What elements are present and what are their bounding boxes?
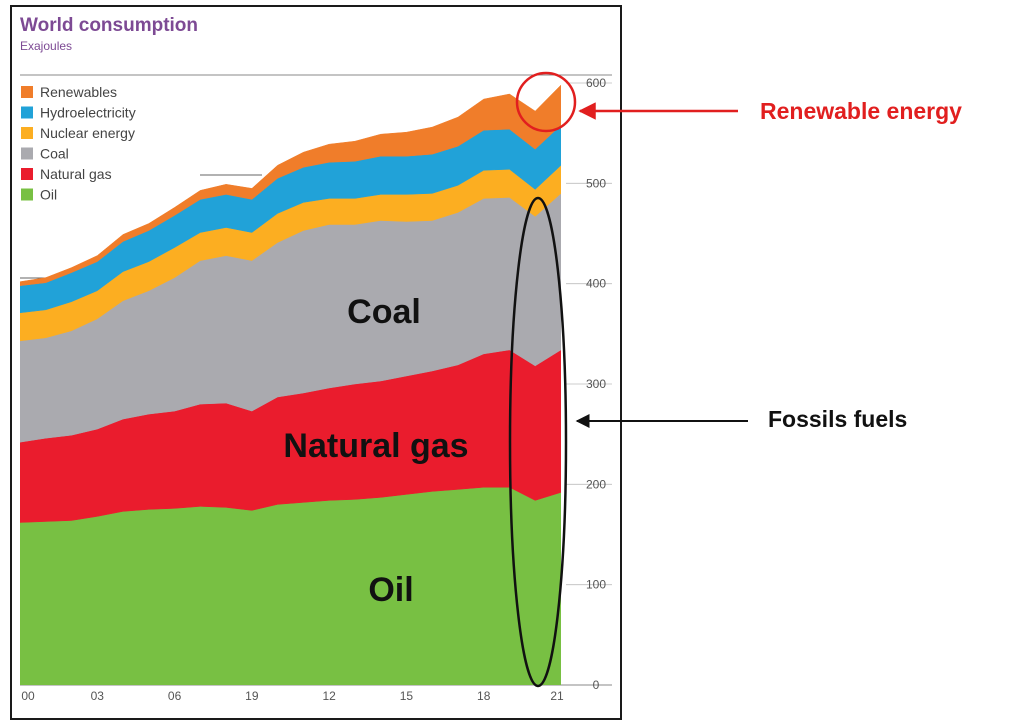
fossil-fuels-highlight-ellipse <box>508 196 568 688</box>
x-tick-label: 15 <box>400 689 414 703</box>
renewable-energy-annotation: Renewable energy <box>760 98 962 124</box>
area-renewables <box>20 84 561 286</box>
x-tick-label: 21 <box>550 689 564 703</box>
y-tick-label: 600 <box>586 76 606 90</box>
legend-swatch-nuclear-energy <box>21 127 33 139</box>
x-tick-label: 03 <box>91 689 105 703</box>
x-tick-label: 18 <box>477 689 491 703</box>
coal-annotation: Coal <box>347 293 421 331</box>
y-axis-ticks: 0 100 200 300 400 500 600 <box>586 76 606 692</box>
x-tick-label: 12 <box>322 689 336 703</box>
legend-swatch-natural-gas <box>21 168 33 180</box>
natural-gas-annotation: Natural gas <box>283 427 468 465</box>
fossil-fuels-annotation: Fossils fuels <box>768 406 907 432</box>
legend: Renewables Hydroelectricity Nuclear energy… <box>21 84 136 203</box>
legend-swatch-oil <box>21 188 33 201</box>
legend-swatch-renewables <box>21 86 33 98</box>
legend-label-renewables: Renewables <box>40 84 117 100</box>
legend-swatch-coal <box>21 147 33 160</box>
legend-label-nuclear-energy: Nuclear energy <box>40 125 135 141</box>
area-series-group <box>20 84 561 685</box>
x-tick-label: 19 <box>245 689 259 703</box>
x-axis-ticks: 00 03 06 19 12 15 18 21 <box>21 689 564 703</box>
renewables-highlight-circle <box>515 71 577 133</box>
oil-annotation: Oil <box>368 571 413 609</box>
legend-label-oil: Oil <box>40 187 57 203</box>
y-tick-label: 0 <box>593 678 600 692</box>
area-oil <box>20 487 561 685</box>
x-tick-label: 06 <box>168 689 182 703</box>
chart-subtitle: Exajoules <box>20 39 73 53</box>
chart-title: World consumption <box>20 15 199 36</box>
y-tick-label: 500 <box>586 176 606 190</box>
legend-label-hydroelectricity: Hydroelectricity <box>40 105 136 121</box>
legend-swatch-hydroelectricity <box>21 106 33 119</box>
y-tick-label: 300 <box>586 377 606 391</box>
x-tick-label: 00 <box>21 689 35 703</box>
legend-label-coal: Coal <box>40 146 69 162</box>
legend-label-natural-gas: Natural gas <box>40 166 112 182</box>
y-tick-label: 200 <box>586 477 606 491</box>
y-tick-label: 100 <box>586 578 606 592</box>
chart-frame <box>10 5 622 720</box>
y-tick-label: 400 <box>586 277 606 291</box>
